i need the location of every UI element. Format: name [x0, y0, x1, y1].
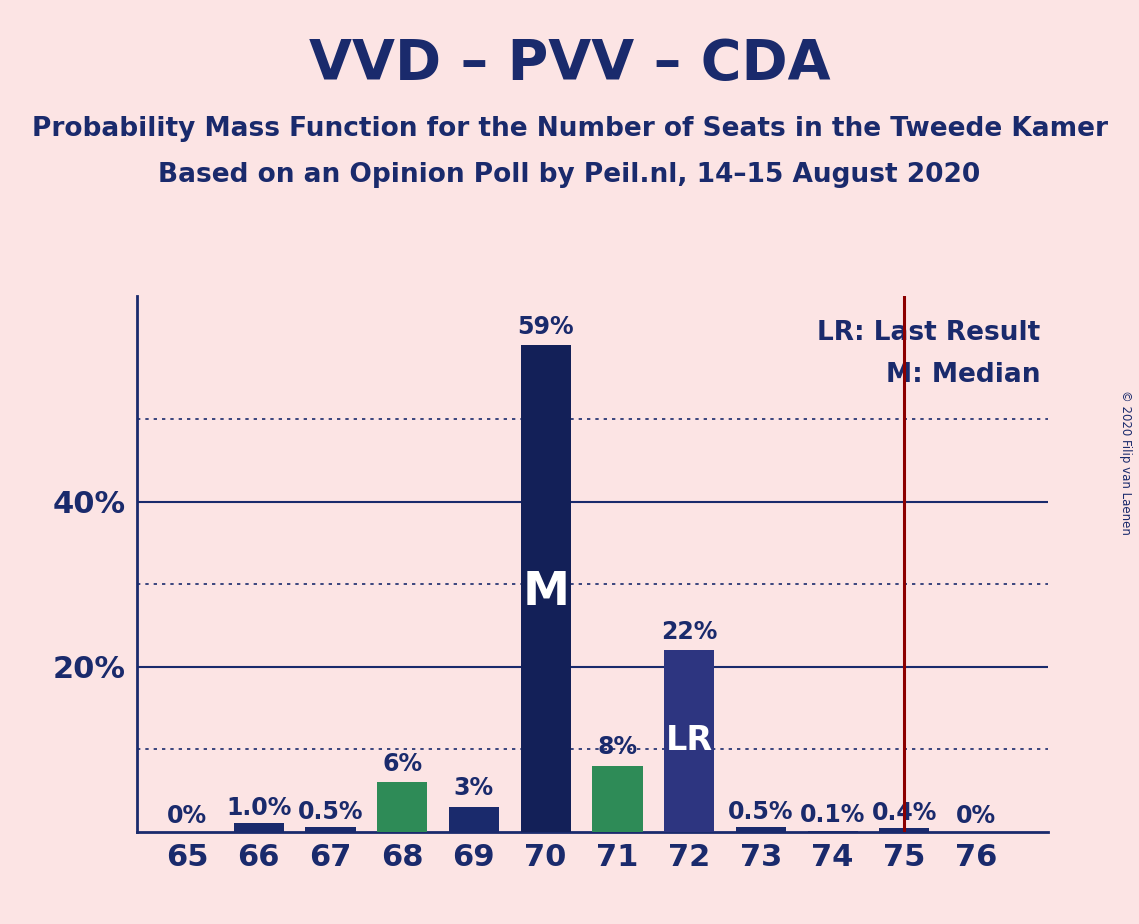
Text: 0.5%: 0.5% — [297, 800, 363, 824]
Text: M: M — [522, 570, 570, 615]
Text: VVD – PVV – CDA: VVD – PVV – CDA — [309, 37, 830, 91]
Bar — [521, 346, 571, 832]
Text: 22%: 22% — [661, 620, 718, 644]
Text: 6%: 6% — [382, 751, 423, 775]
Text: Probability Mass Function for the Number of Seats in the Tweede Kamer: Probability Mass Function for the Number… — [32, 116, 1107, 141]
Text: 8%: 8% — [597, 736, 638, 759]
Text: LR: LR — [665, 724, 713, 758]
Text: M: Median: M: Median — [886, 361, 1041, 388]
Bar — [377, 782, 427, 832]
Text: 0%: 0% — [166, 804, 207, 828]
Text: 59%: 59% — [517, 314, 574, 338]
Bar — [233, 823, 284, 832]
Bar — [592, 766, 642, 832]
Bar — [449, 807, 499, 832]
Bar — [664, 650, 714, 832]
Text: 0.4%: 0.4% — [871, 801, 937, 825]
Text: Based on an Opinion Poll by Peil.nl, 14–15 August 2020: Based on an Opinion Poll by Peil.nl, 14–… — [158, 162, 981, 188]
Text: 1.0%: 1.0% — [226, 796, 292, 821]
Bar — [736, 828, 786, 832]
Text: LR: Last Result: LR: Last Result — [818, 321, 1041, 346]
Text: © 2020 Filip van Laenen: © 2020 Filip van Laenen — [1118, 390, 1132, 534]
Text: 0.5%: 0.5% — [728, 800, 794, 824]
Text: 0.1%: 0.1% — [800, 804, 866, 828]
Text: 3%: 3% — [453, 776, 494, 800]
Bar — [879, 828, 929, 832]
Text: 0%: 0% — [956, 804, 997, 828]
Bar — [305, 828, 355, 832]
